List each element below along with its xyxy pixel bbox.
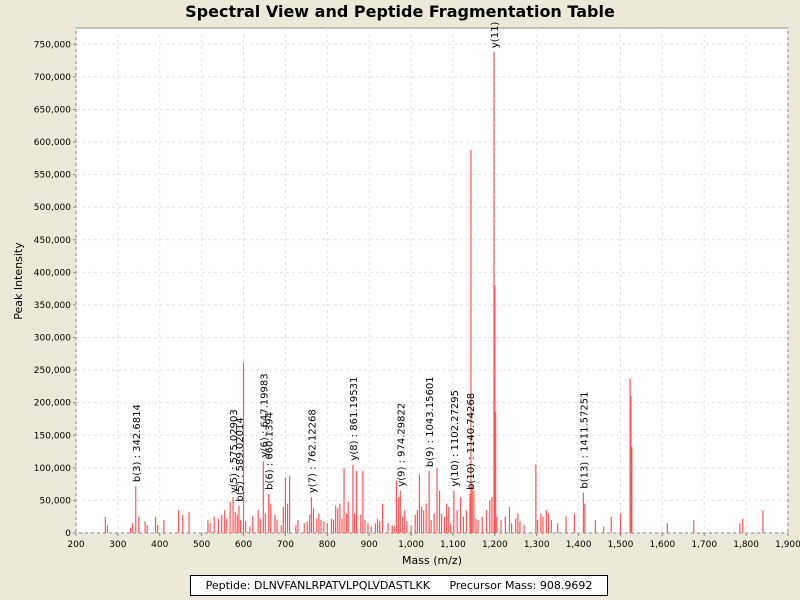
peptide-info-box: Peptide: DLNVFANLRPATVLPQLVDASTLKK Precu… <box>190 575 608 596</box>
peak-annotation-label: y(6) : 647.19983 <box>259 373 270 457</box>
x-tick-label: 800 <box>319 540 336 550</box>
x-tick-label: 500 <box>193 540 210 550</box>
x-tick-label: 1,900 <box>775 540 800 550</box>
y-tick-label: 700,000 <box>34 73 71 83</box>
x-tick-label: 1,400 <box>566 540 592 550</box>
x-axis-label: Mass (m/z) <box>402 554 462 567</box>
y-tick-label: 550,000 <box>34 171 71 181</box>
y-axis-label: Peak Intensity <box>12 242 25 320</box>
peptide-sequence: Peptide: DLNVFANLRPATVLPQLVDASTLKK <box>205 579 430 592</box>
y-tick-label: 200,000 <box>34 399 71 409</box>
x-tick-label: 1,100 <box>440 540 466 550</box>
y-tick-label: 600,000 <box>34 138 71 148</box>
x-axis-ticks: 200 300 400 500 600 700 800 900 1,000 1,100 1,200 1… <box>67 533 800 550</box>
peak-annotation-label: b(6) : 660.1394 <box>265 412 276 490</box>
y-tick-label: 650,000 <box>34 105 71 115</box>
x-tick-label: 1,700 <box>691 540 717 550</box>
y-tick-label: 450,000 <box>34 236 71 246</box>
y-tick-label: 100,000 <box>34 464 71 474</box>
x-tick-label: 1,500 <box>608 540 634 550</box>
y-tick-label: 500,000 <box>34 203 71 213</box>
peak-annotation-label: b(10) : 1140.74268 <box>466 393 477 490</box>
x-tick-label: 1,000 <box>398 540 424 550</box>
peak-annotation-label: b(9) : 1043.15601 <box>425 376 436 467</box>
x-tick-label: 600 <box>235 540 252 550</box>
peak-annotation-label: b(5) : 589.02014 <box>235 417 246 501</box>
peak-annotation-label: y(9) : 974.29822 <box>396 403 407 487</box>
chart-title: Spectral View and Peptide Fragmentation … <box>185 2 615 21</box>
peak-annotation-label: y(8) : 861.19531 <box>349 377 360 461</box>
y-axis-ticks: 0 50,000 100,000 150,000 200,000 250,000 300,0… <box>34 40 76 539</box>
peak-annotation-label: b(13) : 1411.57251 <box>579 392 590 489</box>
peak-annotation-label: b(3) : 342.6814 <box>132 404 143 482</box>
peak-annotation-label: y(7) : 762.12268 <box>307 409 318 493</box>
precursor-mass: Precursor Mass: 908.9692 <box>449 579 593 592</box>
x-tick-label: 1,200 <box>482 540 508 550</box>
peak-bars <box>104 52 764 533</box>
y-tick-label: 50,000 <box>40 496 72 506</box>
y-tick-label: 750,000 <box>34 40 71 50</box>
x-tick-label: 1,600 <box>649 540 675 550</box>
x-tick-label: 900 <box>361 540 378 550</box>
y-tick-label: 150,000 <box>34 431 71 441</box>
x-tick-label: 400 <box>151 540 168 550</box>
x-tick-label: 700 <box>277 540 294 550</box>
x-tick-label: 1,300 <box>524 540 550 550</box>
x-tick-label: 200 <box>67 540 84 550</box>
y-tick-label: 250,000 <box>34 366 71 376</box>
peak-annotation-label: y(11) <box>490 22 501 49</box>
grid-lines <box>75 28 789 534</box>
y-tick-label: 350,000 <box>34 301 71 311</box>
peak-annotation-label: y(5) : 575.02903 <box>229 409 240 493</box>
y-tick-label: 400,000 <box>34 268 71 278</box>
y-tick-label: 300,000 <box>34 334 71 344</box>
y-tick-label: 0 <box>65 529 71 539</box>
x-tick-label: 1,800 <box>733 540 759 550</box>
x-tick-label: 300 <box>109 540 126 550</box>
peak-annotation-label: y(10) : 1102.27295 <box>450 390 461 487</box>
